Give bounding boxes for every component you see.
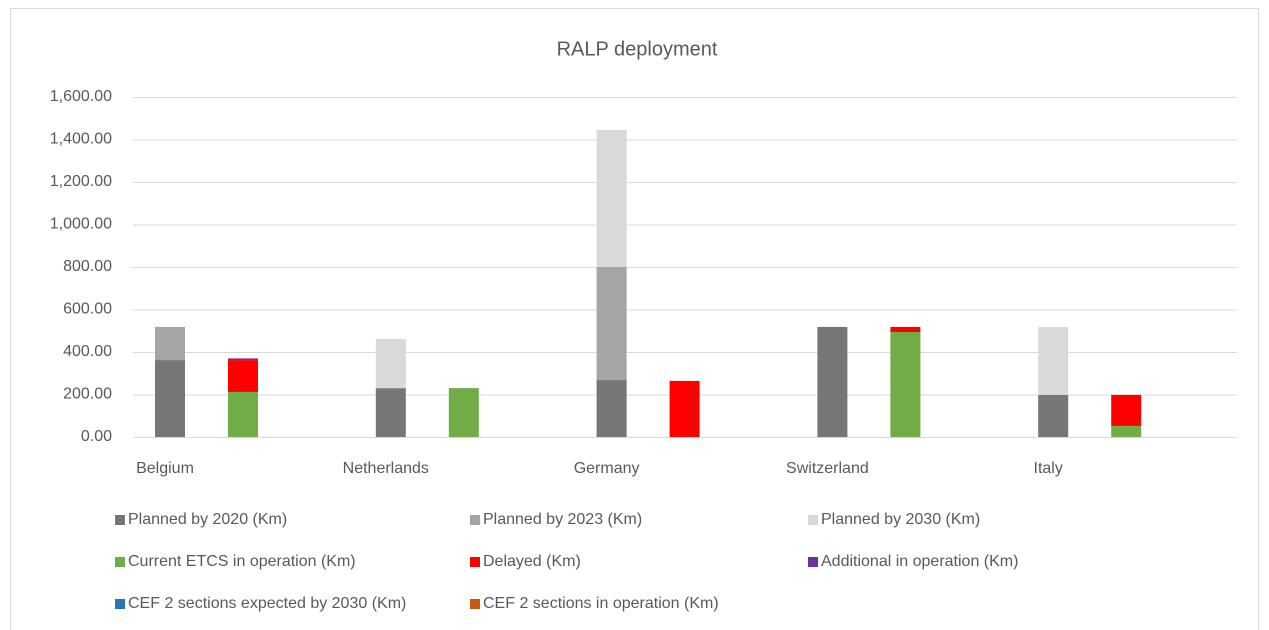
bar-segment bbox=[448, 388, 479, 437]
bar-segment bbox=[596, 267, 627, 381]
legend-swatch bbox=[115, 515, 125, 525]
legend-label: Planned by 2030 (Km) bbox=[821, 511, 980, 528]
legend-swatch bbox=[808, 557, 818, 567]
legend-label: Delayed (Km) bbox=[483, 553, 581, 570]
y-tick-label: 0.00 bbox=[81, 428, 112, 445]
legend-swatch bbox=[470, 599, 480, 609]
x-tick-label: Netherlands bbox=[343, 460, 429, 477]
bar-segment bbox=[596, 380, 627, 437]
x-tick-label: Germany bbox=[574, 460, 640, 477]
bar-segment bbox=[890, 332, 921, 437]
bar-segment bbox=[669, 380, 700, 437]
legend-label: Additional in operation (Km) bbox=[821, 553, 1018, 570]
legend-label: Current ETCS in operation (Km) bbox=[128, 553, 356, 570]
x-tick-label: Switzerland bbox=[786, 460, 869, 477]
bar-segment bbox=[890, 326, 921, 333]
bar-segment bbox=[375, 388, 406, 437]
bar-segment bbox=[1038, 326, 1069, 395]
y-tick-label: 400.00 bbox=[63, 343, 112, 360]
y-tick-label: 1,000.00 bbox=[50, 216, 112, 233]
x-tick-label: Belgium bbox=[136, 460, 194, 477]
bar-segment bbox=[155, 326, 185, 361]
bar-segment bbox=[817, 326, 848, 437]
legend-label: CEF 2 sections in operation (Km) bbox=[483, 595, 719, 612]
y-tick-label: 1,600.00 bbox=[50, 88, 112, 105]
bar-segment bbox=[375, 339, 406, 389]
y-tick-label: 600.00 bbox=[63, 301, 112, 318]
y-tick-label: 800.00 bbox=[63, 258, 112, 275]
legend-swatch bbox=[470, 515, 480, 525]
bar-segment bbox=[596, 129, 627, 267]
legend-swatch bbox=[115, 557, 125, 567]
y-tick-label: 200.00 bbox=[63, 386, 112, 403]
legend-swatch bbox=[808, 515, 818, 525]
legend-label: Planned by 2023 (Km) bbox=[483, 511, 642, 528]
bar-segment bbox=[228, 391, 258, 437]
chart-title: RALP deployment bbox=[557, 38, 718, 60]
legend-swatch bbox=[470, 557, 480, 567]
y-tick-label: 1,200.00 bbox=[50, 173, 112, 190]
legend-label: Planned by 2020 (Km) bbox=[128, 511, 287, 528]
bar-segment bbox=[1038, 394, 1069, 437]
bar-segment bbox=[1111, 425, 1142, 437]
y-tick-label: 1,400.00 bbox=[50, 131, 112, 148]
chart-border bbox=[10, 8, 1259, 630]
legend-label: CEF 2 sections expected by 2030 (Km) bbox=[128, 595, 406, 612]
bar-segment bbox=[228, 360, 258, 392]
bar-segment bbox=[228, 358, 258, 361]
bar-segment bbox=[155, 360, 185, 437]
legend-swatch bbox=[115, 599, 125, 609]
x-tick-label: Italy bbox=[1034, 460, 1063, 477]
bar-segment bbox=[1111, 394, 1142, 426]
